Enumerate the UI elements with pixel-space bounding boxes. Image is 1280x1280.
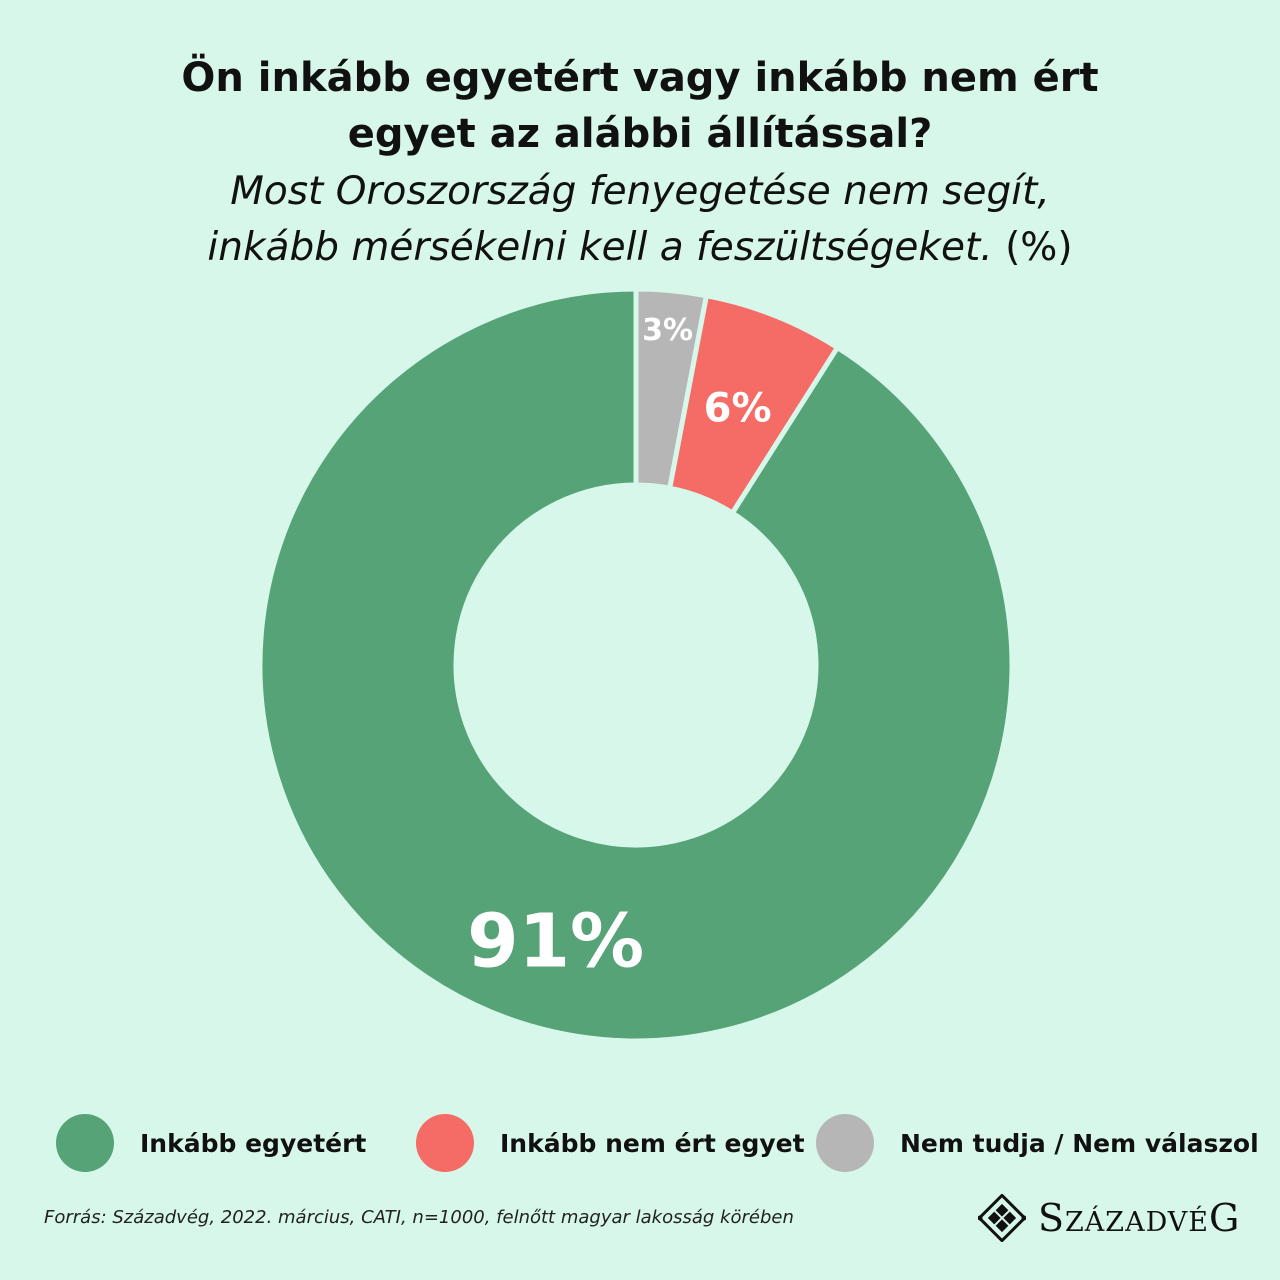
data-label-nem-tudja: 3% [642, 313, 693, 348]
source-note: Forrás: Századvég, 2022. március, CATI, … [44, 1207, 794, 1228]
legend-item-disagree: Inkább nem ért egyet [416, 1113, 805, 1173]
slice-inkabb-egyetert [257, 286, 1015, 1044]
chart-title: Ön inkább egyetért vagy inkább nem ért e… [0, 50, 1280, 162]
chart-subtitle-line-2: inkább mérsékelni kell a feszültségeket.… [0, 220, 1280, 276]
legend-item-agree: Inkább egyetért [56, 1113, 366, 1173]
chart-subtitle-line-1: Most Oroszország fenyegetése nem segít, [230, 169, 1050, 214]
logo-letter-first: S [1038, 1196, 1066, 1240]
legend-swatch-agree [56, 1114, 114, 1172]
legend-label-disagree: Inkább nem ért egyet [500, 1128, 805, 1158]
legend-label-unknown: Nem tudja / Nem válaszol [900, 1128, 1259, 1158]
chart-title-line-1: Ön inkább egyetért vagy inkább nem ért [181, 55, 1099, 101]
data-label-inkabb-egyetert: 91% [467, 899, 644, 985]
legend-swatch-unknown [816, 1114, 874, 1172]
logo-wordmark: SZÁZADVÉG [1038, 1196, 1240, 1240]
logo-letter-last: G [1208, 1196, 1241, 1240]
legend-item-unknown: Nem tudja / Nem válaszol [816, 1113, 1259, 1173]
chart-title-line-2: egyet az alábbi állítással? [347, 111, 933, 157]
legend-swatch-disagree [416, 1114, 474, 1172]
szazadveg-logo: SZÁZADVÉG [978, 1193, 1240, 1243]
data-label-inkabb-nem-ert-egyet: 6% [704, 385, 772, 431]
legend-label-agree: Inkább egyetért [140, 1128, 367, 1158]
chart-subtitle-line-2-text: inkább mérsékelni kell a feszültségeket. [207, 225, 993, 270]
logo-letters-middle: ZÁZADVÉ [1065, 1207, 1209, 1238]
chart-subtitle: Most Oroszország fenyegetése nem segít, … [0, 164, 1280, 276]
chart-unit-label: (%) [1005, 225, 1073, 270]
diamond-logo-icon [978, 1194, 1026, 1242]
